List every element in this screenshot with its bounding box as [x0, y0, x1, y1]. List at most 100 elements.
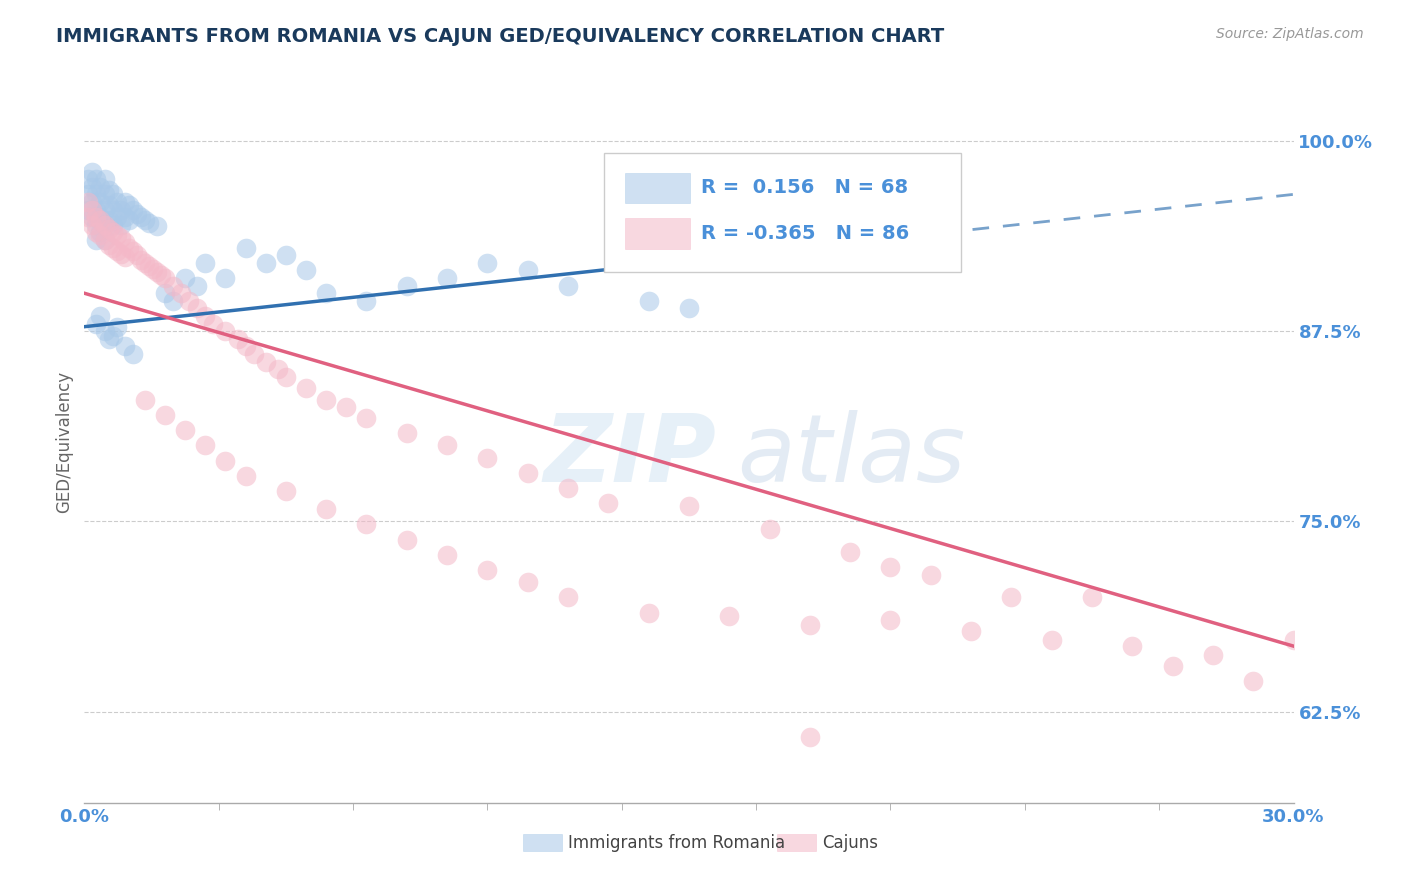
Point [101, 328, 124, 343]
Point [214, 271, 236, 285]
Text: R = -0.365   N = 86: R = -0.365 N = 86 [702, 224, 910, 243]
Point [799, 731, 821, 745]
Point [1282, 633, 1305, 648]
Point [295, 263, 318, 277]
Point [129, 210, 152, 224]
Point [146, 219, 169, 234]
Point [129, 252, 152, 267]
Point [1161, 659, 1184, 673]
Point [226, 332, 249, 346]
FancyBboxPatch shape [624, 173, 690, 203]
Point [477, 256, 499, 270]
Point [110, 218, 132, 232]
Point [125, 207, 148, 221]
Point [174, 271, 197, 285]
Point [153, 271, 176, 285]
Point [121, 244, 143, 258]
Point [82, 210, 104, 224]
Point [93, 202, 115, 217]
Point [77, 210, 100, 224]
Point [1121, 639, 1143, 653]
Point [1202, 648, 1225, 663]
Point [93, 233, 115, 247]
Point [93, 233, 115, 247]
Point [315, 286, 337, 301]
Point [121, 347, 143, 361]
Point [678, 301, 700, 316]
Point [1241, 674, 1264, 689]
Point [93, 172, 115, 186]
Point [149, 268, 172, 282]
Point [118, 198, 141, 212]
Point [356, 517, 378, 532]
Point [153, 286, 176, 301]
Point [101, 241, 124, 255]
Point [118, 241, 141, 255]
Point [477, 563, 499, 577]
Point [146, 265, 169, 279]
Text: Source: ZipAtlas.com: Source: ZipAtlas.com [1216, 27, 1364, 41]
Point [920, 567, 942, 582]
Text: Cajuns: Cajuns [823, 833, 877, 852]
Point [86, 233, 108, 247]
Point [82, 218, 104, 232]
Point [335, 401, 357, 415]
Point [105, 228, 128, 243]
Point [214, 453, 236, 467]
Point [118, 213, 141, 227]
Point [436, 548, 458, 562]
Point [1081, 591, 1104, 605]
Point [82, 179, 104, 194]
Point [799, 617, 821, 632]
Text: ZIP: ZIP [544, 410, 717, 502]
Point [86, 210, 108, 224]
Point [242, 347, 264, 361]
Point [77, 202, 100, 217]
Point [162, 278, 184, 293]
Point [315, 502, 337, 516]
Point [114, 250, 136, 264]
Point [254, 256, 277, 270]
Point [395, 533, 418, 547]
Point [758, 522, 780, 536]
Text: R =  0.156   N = 68: R = 0.156 N = 68 [702, 178, 908, 197]
Point [879, 560, 901, 574]
Point [235, 339, 257, 353]
Point [194, 438, 217, 452]
Point [516, 575, 538, 590]
Point [186, 301, 208, 316]
Point [879, 613, 901, 627]
Point [637, 606, 659, 620]
Point [678, 499, 700, 513]
Point [267, 362, 290, 376]
Point [86, 202, 108, 217]
Point [170, 286, 193, 301]
Point [179, 293, 201, 308]
Point [194, 256, 217, 270]
Point [516, 466, 538, 480]
Point [93, 187, 115, 202]
Point [93, 218, 115, 232]
Y-axis label: GED/Equivalency: GED/Equivalency [55, 370, 73, 513]
Point [142, 261, 165, 276]
Point [235, 468, 257, 483]
Point [97, 213, 120, 227]
Point [89, 210, 111, 224]
Point [97, 237, 120, 252]
Point [89, 309, 111, 323]
Point [97, 332, 120, 346]
Point [82, 202, 104, 217]
Point [77, 194, 100, 209]
Point [89, 213, 111, 227]
Point [477, 450, 499, 465]
Point [101, 218, 124, 232]
Point [254, 354, 277, 368]
Point [89, 228, 111, 243]
Point [436, 271, 458, 285]
Point [110, 246, 132, 260]
Point [516, 263, 538, 277]
Point [598, 496, 620, 510]
Point [105, 210, 128, 224]
Point [356, 293, 378, 308]
Point [194, 309, 217, 323]
